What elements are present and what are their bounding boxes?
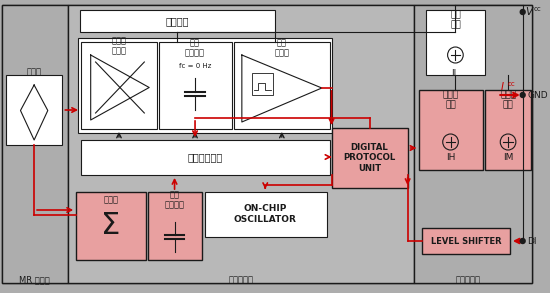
Text: DIGITAL
PROTOCOL
UNIT: DIGITAL PROTOCOL UNIT bbox=[343, 143, 395, 173]
Text: 可變換
電源: 可變換 電源 bbox=[500, 90, 516, 110]
Bar bbox=[81, 140, 329, 175]
Text: IM: IM bbox=[503, 154, 513, 163]
Text: V: V bbox=[526, 7, 533, 17]
Circle shape bbox=[520, 239, 525, 243]
Text: 可變換
電源: 可變換 電源 bbox=[442, 90, 459, 110]
Bar bbox=[422, 228, 510, 254]
Bar bbox=[234, 42, 329, 129]
Text: fc = 0 Hz: fc = 0 Hz bbox=[179, 63, 211, 69]
Bar bbox=[68, 5, 415, 283]
Text: 數位控制單元: 數位控制單元 bbox=[187, 152, 222, 162]
Text: Σ: Σ bbox=[102, 210, 121, 239]
Bar bbox=[6, 75, 62, 145]
Bar bbox=[148, 192, 202, 260]
Text: 感應器: 感應器 bbox=[26, 67, 42, 76]
Text: 偏移
抗銷電路: 偏移 抗銷電路 bbox=[164, 190, 185, 210]
Bar bbox=[80, 10, 275, 32]
Text: 偏移
抗銷電路: 偏移 抗銷電路 bbox=[185, 38, 205, 58]
Bar bbox=[78, 38, 332, 133]
Text: 混合點: 混合點 bbox=[103, 195, 119, 205]
Text: MR 感應器: MR 感應器 bbox=[19, 275, 50, 285]
Text: 智慧
比較器: 智慧 比較器 bbox=[274, 38, 289, 58]
Bar bbox=[415, 5, 532, 283]
Bar bbox=[159, 42, 232, 129]
Text: LEVEL SHIFTER: LEVEL SHIFTER bbox=[431, 236, 502, 246]
Bar bbox=[485, 90, 531, 170]
Bar bbox=[2, 5, 68, 283]
Text: DI: DI bbox=[527, 236, 537, 246]
Text: 電壓控制: 電壓控制 bbox=[166, 16, 189, 26]
Text: IL: IL bbox=[452, 69, 459, 78]
Bar bbox=[419, 90, 483, 170]
Bar bbox=[205, 192, 327, 237]
Text: I: I bbox=[500, 82, 504, 92]
Text: 恆流
電源: 恆流 電源 bbox=[450, 10, 461, 30]
Text: GND: GND bbox=[527, 91, 548, 100]
Circle shape bbox=[520, 9, 525, 14]
Text: cc: cc bbox=[534, 6, 541, 12]
Text: 位置檢測器: 位置檢測器 bbox=[228, 275, 254, 285]
Bar bbox=[251, 73, 273, 95]
Text: 可調式
放大器: 可調式 放大器 bbox=[112, 36, 126, 56]
Text: cc: cc bbox=[508, 81, 516, 87]
Circle shape bbox=[520, 93, 525, 98]
Bar bbox=[426, 10, 485, 75]
Text: IH: IH bbox=[446, 154, 455, 163]
Bar bbox=[332, 128, 408, 188]
Text: ON-CHIP
OSCILLATOR: ON-CHIP OSCILLATOR bbox=[234, 204, 296, 224]
Bar bbox=[76, 192, 146, 260]
Bar bbox=[81, 42, 157, 129]
Text: 線路驅動器: 線路驅動器 bbox=[455, 275, 481, 285]
